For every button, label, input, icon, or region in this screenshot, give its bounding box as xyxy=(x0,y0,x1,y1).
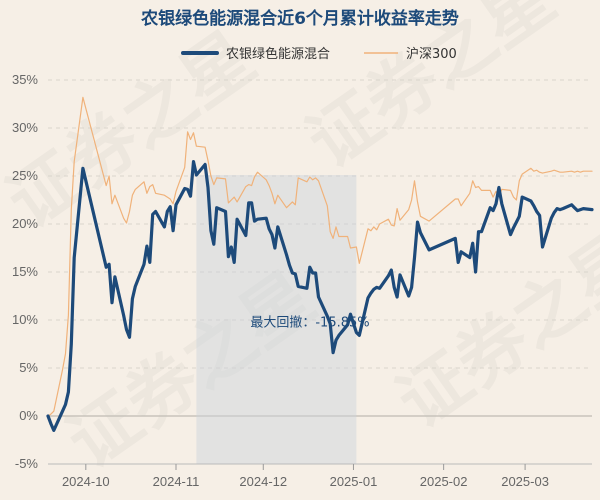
y-tick-label: 10% xyxy=(12,312,38,327)
legend: 农银绿色能源混合 沪深300 xyxy=(181,46,457,62)
x-tick-label: 2024-11 xyxy=(153,474,200,489)
x-axis: 2024-10 2024-11 2024-12 2025-01 2025-02 2025-… xyxy=(48,463,592,489)
chart-title: 农银绿色能源混合近6个月累计收益率走势 xyxy=(140,8,459,29)
y-tick-label: 30% xyxy=(12,120,38,135)
y-tick-label: 25% xyxy=(12,168,38,183)
grid xyxy=(48,79,592,465)
y-tick-label: 20% xyxy=(12,216,38,231)
index-return-line xyxy=(47,96,593,417)
x-tick-label: 2025-03 xyxy=(501,474,549,489)
series-lines xyxy=(46,96,594,432)
y-tick-label: 0% xyxy=(19,408,38,423)
y-tick-label: 15% xyxy=(12,264,38,279)
fund-return-line xyxy=(46,160,594,432)
legend-label-fund: 农银绿色能源混合 xyxy=(226,46,330,62)
y-tick-label: 35% xyxy=(12,72,38,87)
x-tick-label: 2025-01 xyxy=(330,474,378,489)
y-tick-label: -5% xyxy=(15,456,39,471)
legend-label-index: 沪深300 xyxy=(406,46,457,62)
max-drawdown-label: 最大回撤：-15.85% xyxy=(250,314,369,330)
x-tick-label: 2024-12 xyxy=(239,474,287,489)
y-axis: -5% 0% 5% 10% 15% 20% 25% 30% 35% xyxy=(12,72,38,471)
x-tick-label: 2024-10 xyxy=(62,474,110,489)
x-tick-label: 2025-02 xyxy=(420,474,468,489)
y-tick-label: 5% xyxy=(19,360,38,375)
